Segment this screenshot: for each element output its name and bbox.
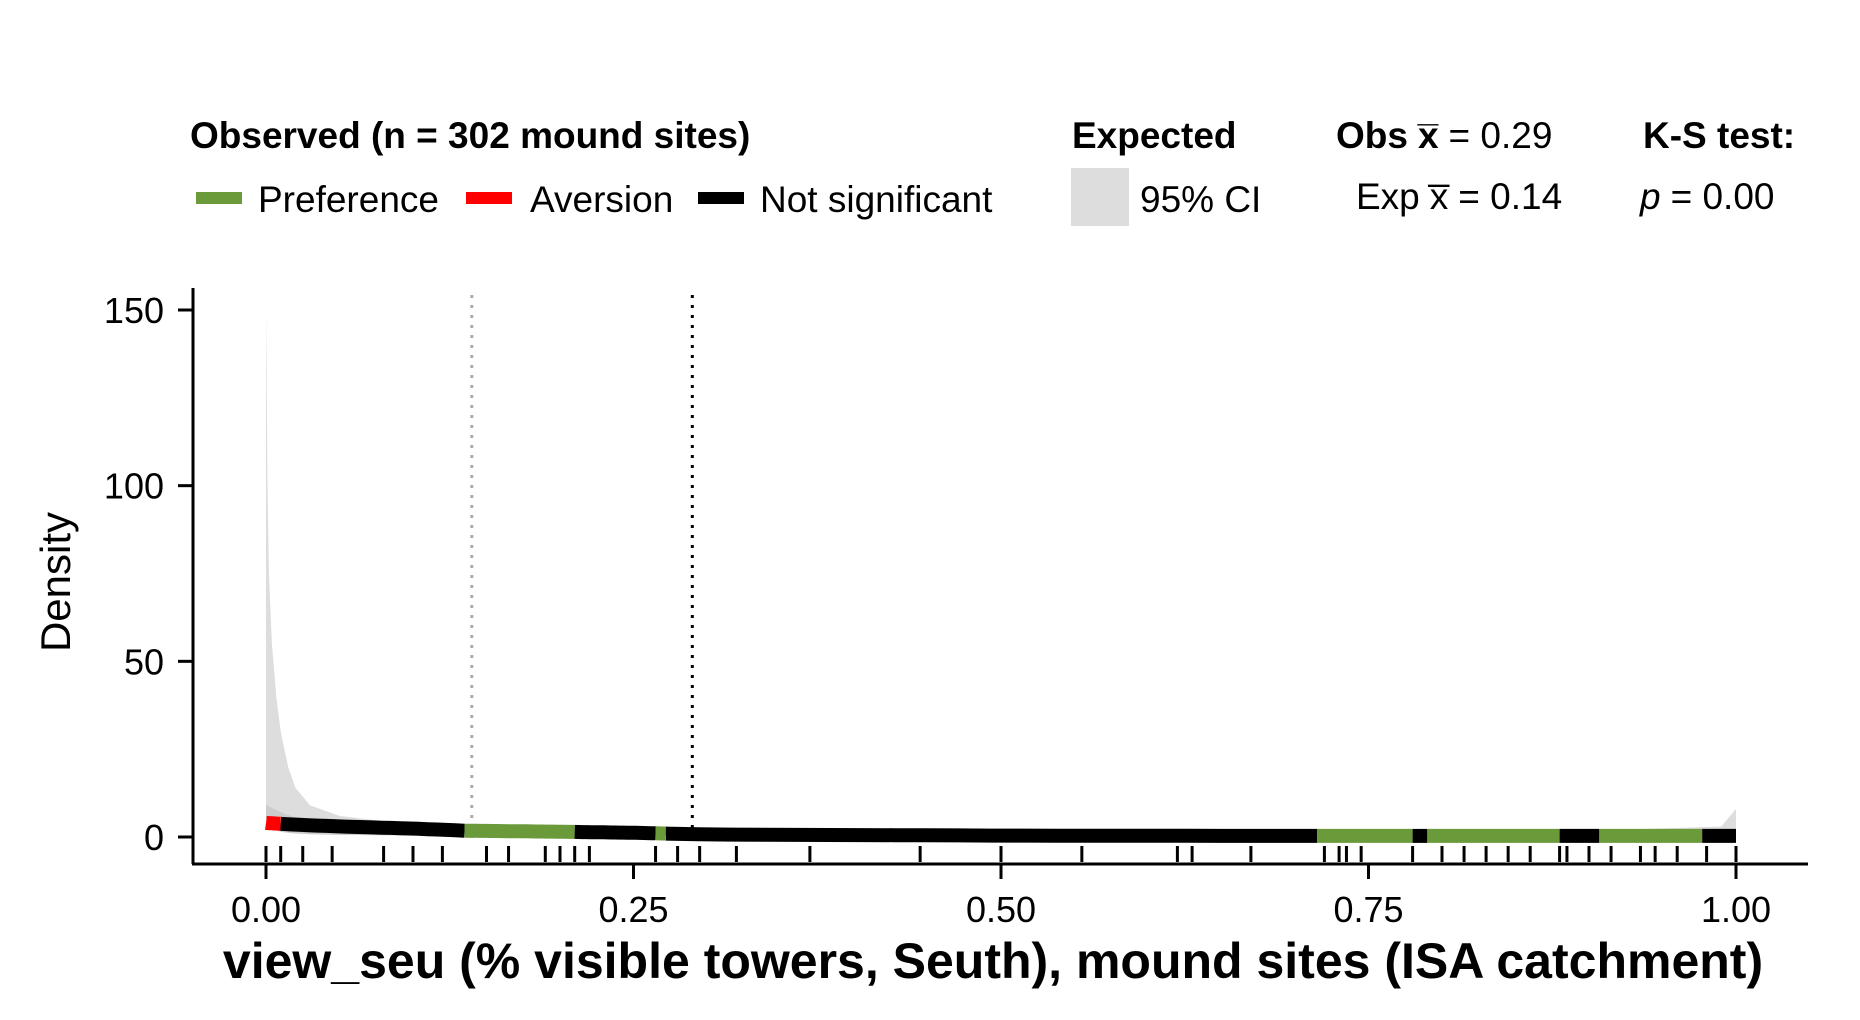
observed-segment-not_significant bbox=[574, 824, 656, 841]
not-significant-legend-label: Not significant bbox=[760, 179, 993, 220]
ks-p-value: = 0.00 bbox=[1671, 176, 1775, 217]
y-tick-label: 0 bbox=[144, 817, 164, 858]
ci-legend-key bbox=[1071, 168, 1129, 226]
obs-mean-value: = 0.29 bbox=[1449, 115, 1553, 156]
obs-mean-xbar: x̅ bbox=[1417, 115, 1439, 156]
x-tick-label: 1.00 bbox=[1701, 889, 1771, 930]
rug-layer bbox=[264, 846, 1738, 862]
mean-lines-layer bbox=[470, 295, 694, 845]
x-tick-label: 0.50 bbox=[966, 889, 1036, 930]
observed-segment-aversion bbox=[265, 815, 281, 831]
exp-mean-value: = 0.14 bbox=[1458, 176, 1562, 217]
ks-test-title: K-S test: bbox=[1643, 115, 1795, 156]
observed-segment-preference bbox=[464, 823, 575, 839]
axes-layer: 0 50 100 150 0.00 0.25 0.50 0.75 1.00 bbox=[104, 288, 1808, 930]
y-tick-label: 100 bbox=[104, 466, 164, 507]
ci-band-area bbox=[266, 310, 1736, 837]
legend: Observed (n = 302 mound sites) Preferenc… bbox=[190, 115, 1795, 226]
ci-band-layer bbox=[266, 310, 1736, 837]
exp-mean-xbar: x̅ bbox=[1428, 176, 1450, 217]
x-tick-label: 0.25 bbox=[598, 889, 668, 930]
x-tick-label: 0.00 bbox=[231, 889, 301, 930]
aversion-legend-key bbox=[466, 192, 512, 204]
obs-mean-label: Obs bbox=[1336, 115, 1408, 156]
observed-segment-not_significant bbox=[280, 816, 465, 838]
exp-mean-text: Exp x̅ = 0.14 bbox=[1356, 176, 1562, 217]
obs-mean-text: Obs x̅ = 0.29 bbox=[1336, 115, 1552, 156]
aversion-legend-label: Aversion bbox=[530, 179, 673, 220]
ks-test-p-text: p = 0.00 bbox=[1639, 176, 1774, 217]
observed-segment-not_significant bbox=[665, 826, 1317, 843]
ci-legend-label: 95% CI bbox=[1140, 179, 1261, 220]
expected-legend-title: Expected bbox=[1072, 115, 1237, 156]
y-tick-label: 50 bbox=[124, 641, 164, 682]
preference-legend-key bbox=[196, 192, 242, 204]
x-axis-title: view_seu (% visible towers, Seuth), moun… bbox=[223, 933, 1763, 989]
y-tick-label: 150 bbox=[104, 290, 164, 331]
observed-density-layer bbox=[265, 815, 1736, 843]
not-significant-legend-key bbox=[698, 192, 744, 204]
y-axis-title: Density bbox=[32, 512, 79, 652]
observed-legend-title: Observed (n = 302 mound sites) bbox=[190, 115, 750, 156]
exp-mean-label: Exp bbox=[1356, 176, 1420, 217]
ks-p-symbol: p bbox=[1639, 176, 1661, 217]
x-tick-label: 0.75 bbox=[1333, 889, 1403, 930]
preference-legend-label: Preference bbox=[258, 179, 439, 220]
